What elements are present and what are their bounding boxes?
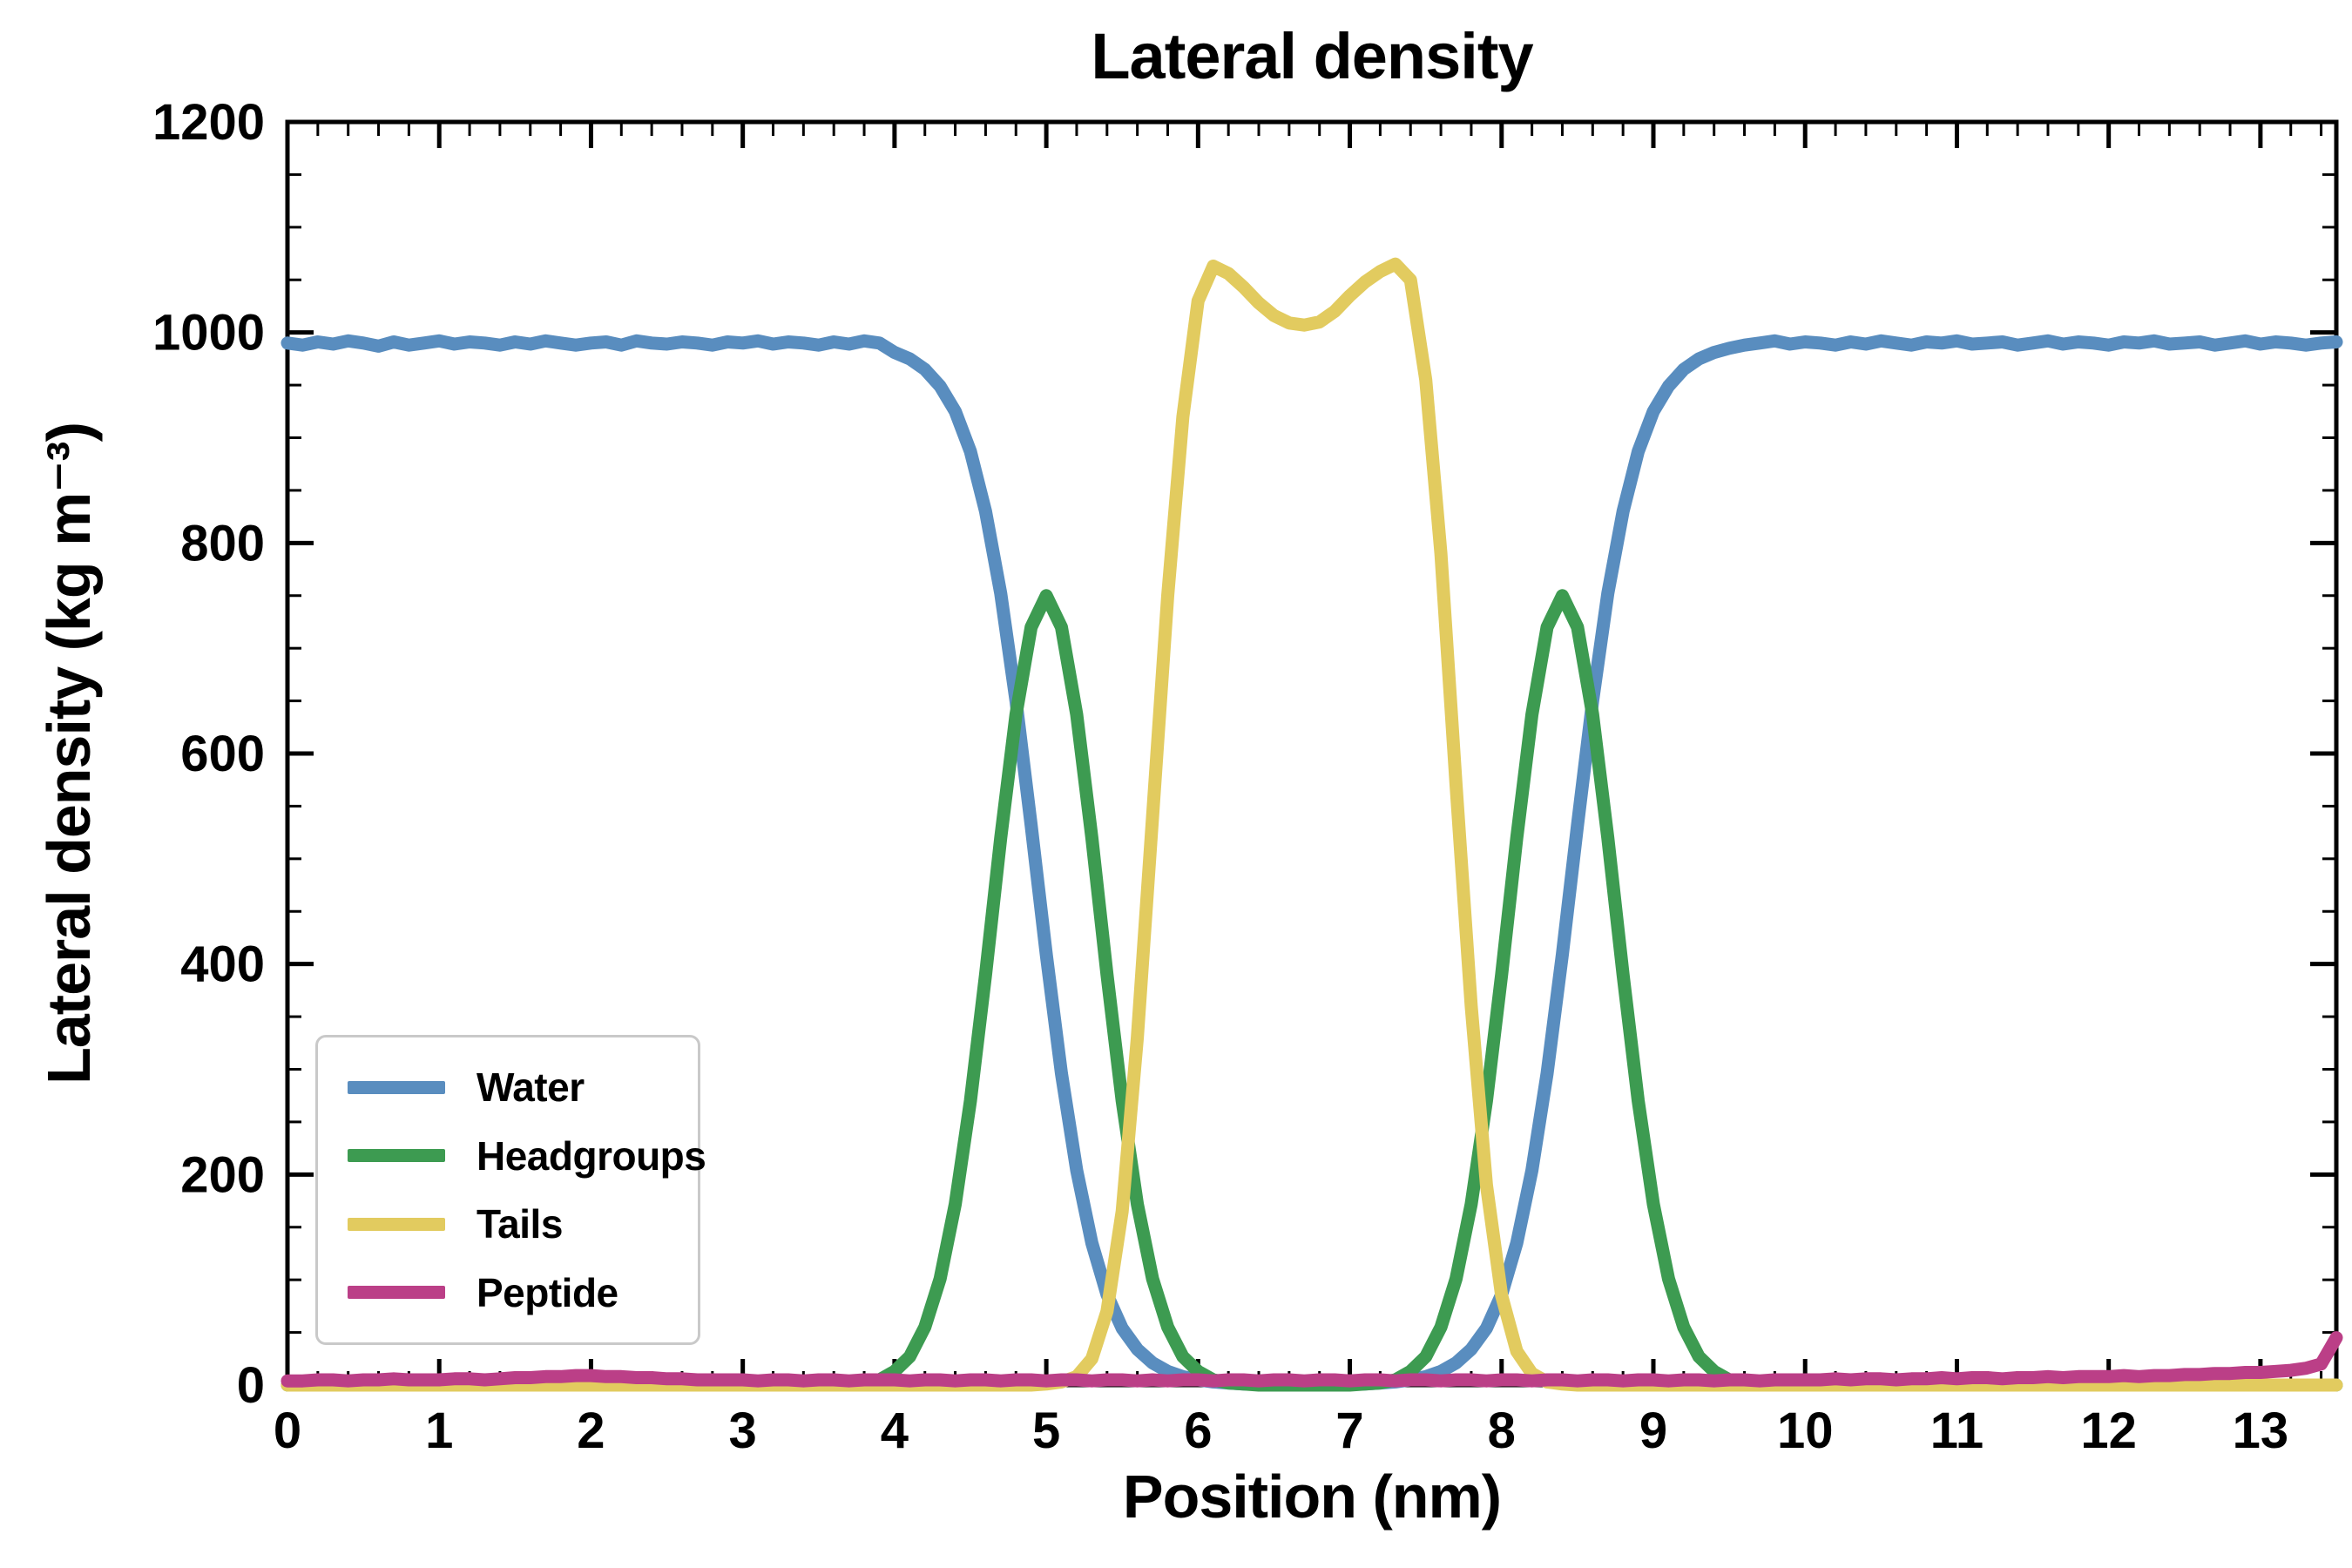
legend-item-peptide: Peptide xyxy=(348,1269,668,1316)
y-tick-label: 600 xyxy=(180,726,265,782)
x-tick-label: 10 xyxy=(1777,1402,1834,1459)
x-axis-label: Position (nm) xyxy=(1122,1463,1502,1531)
x-tick-label: 7 xyxy=(1335,1402,1363,1459)
x-tick-label: 1 xyxy=(425,1402,453,1459)
x-tick-label: 5 xyxy=(1032,1402,1060,1459)
x-tick-label: 4 xyxy=(881,1402,909,1459)
legend-label-headgroups: Headgroups xyxy=(476,1132,706,1179)
series-lines xyxy=(280,257,2343,1392)
x-tick-label: 2 xyxy=(577,1402,605,1459)
legend-item-water: Water xyxy=(348,1064,668,1111)
x-tick-label: 11 xyxy=(1930,1402,1984,1459)
x-tick-label: 0 xyxy=(274,1402,301,1459)
x-tick-label: 3 xyxy=(729,1402,757,1459)
y-axis-label: Lateral density (kg m⁻³) xyxy=(35,422,103,1085)
legend-swatch-peptide xyxy=(348,1286,445,1300)
x-tick-label: 13 xyxy=(2233,1402,2289,1459)
y-tick-label: 800 xyxy=(180,515,265,571)
y-tick-label: 1200 xyxy=(152,94,265,151)
legend-label-tails: Tails xyxy=(476,1201,563,1247)
y-tick-label: 1000 xyxy=(152,305,265,362)
legend-item-headgroups: Headgroups xyxy=(348,1132,706,1179)
legend-swatch-tails xyxy=(348,1217,445,1231)
legend-swatch-water xyxy=(348,1080,445,1094)
legend-swatch-headgroups xyxy=(348,1149,445,1163)
legend-label-peptide: Peptide xyxy=(476,1269,618,1315)
x-tick-label: 6 xyxy=(1184,1402,1212,1459)
y-tick-label: 0 xyxy=(237,1357,265,1414)
series-line-tails xyxy=(280,257,2343,1392)
series-line-peptide xyxy=(280,1331,2343,1388)
x-tick-label: 9 xyxy=(1639,1402,1667,1459)
legend-item-tails: Tails xyxy=(348,1200,668,1247)
y-tick-label: 400 xyxy=(180,936,265,993)
x-tick-label: 12 xyxy=(2080,1402,2137,1459)
x-tick-label: 8 xyxy=(1488,1402,1516,1459)
legend-label-water: Water xyxy=(476,1064,585,1110)
legend: Water Headgroups Tails Peptide xyxy=(315,1035,706,1345)
y-tick-label: 200 xyxy=(180,1146,265,1203)
chart-title: Lateral density xyxy=(1091,20,1533,92)
